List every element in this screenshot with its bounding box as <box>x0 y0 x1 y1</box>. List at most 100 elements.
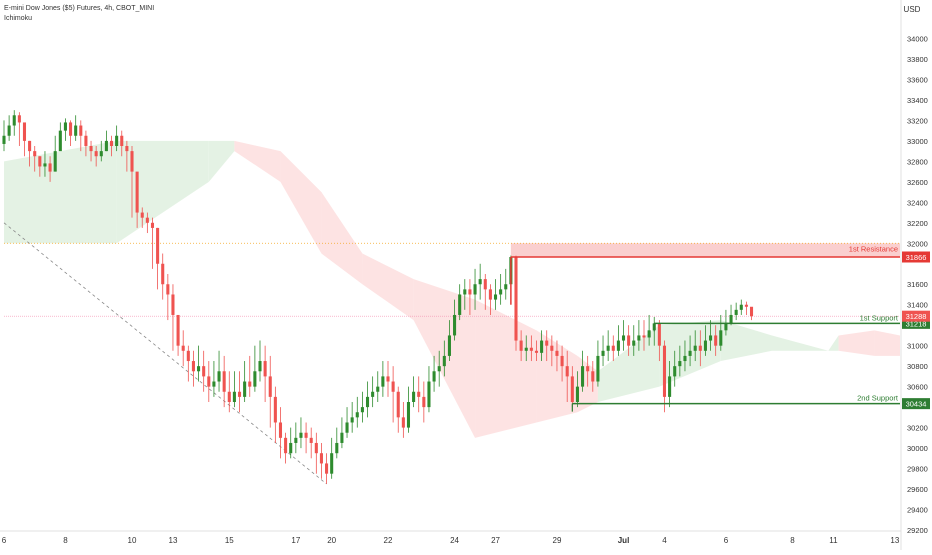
candle <box>493 294 498 300</box>
x-tick-label: Jul <box>618 536 630 545</box>
candle <box>278 422 283 438</box>
candle <box>478 279 482 285</box>
candle <box>79 125 83 136</box>
candle <box>709 335 713 341</box>
candle <box>458 294 462 315</box>
candle <box>17 115 21 123</box>
y-tick-label: 29200 <box>907 526 928 535</box>
candle <box>299 432 303 438</box>
candle <box>74 125 78 136</box>
level-price-tag <box>902 317 930 329</box>
candle <box>632 340 636 346</box>
y-tick-label: 32600 <box>907 178 928 187</box>
candle <box>540 340 544 353</box>
candle <box>606 345 610 351</box>
candle <box>325 463 329 474</box>
candle <box>616 340 620 351</box>
candle <box>401 417 405 428</box>
x-tick-label: 6 <box>2 536 7 545</box>
x-tick-label: 27 <box>491 536 500 545</box>
candle <box>565 366 569 377</box>
candle <box>202 366 206 377</box>
candle <box>125 146 129 152</box>
candle <box>314 442 318 454</box>
x-tick-label: 15 <box>225 536 234 545</box>
candle <box>668 376 672 397</box>
candle <box>304 432 308 438</box>
currency-label: USD <box>904 5 921 14</box>
y-tick-label: 32200 <box>907 219 928 228</box>
x-tick-label: 17 <box>291 536 300 545</box>
ichimoku-cloud-segment <box>475 299 537 438</box>
candle <box>683 355 687 362</box>
candle <box>38 156 42 167</box>
candle <box>130 151 134 172</box>
ichimoku-cloud-segment <box>362 253 414 321</box>
candle <box>104 140 108 152</box>
candle <box>693 345 697 351</box>
level-price-tag <box>902 251 930 263</box>
candle <box>744 304 748 307</box>
candle <box>591 371 595 382</box>
x-tick-label: 8 <box>63 536 68 545</box>
y-tick-label: 34000 <box>907 34 928 43</box>
candle <box>191 361 195 372</box>
candle <box>319 453 323 464</box>
candle <box>386 376 390 382</box>
ichimoku-cloud-segment <box>720 320 772 362</box>
candle <box>739 304 743 310</box>
candle <box>263 361 267 377</box>
candle <box>186 350 190 362</box>
candle <box>135 171 139 213</box>
candle <box>360 407 364 413</box>
candle <box>550 345 554 351</box>
resistance-zone <box>510 243 900 258</box>
x-tick-label: 13 <box>890 536 899 545</box>
candle <box>48 163 52 172</box>
level-price-tag <box>902 398 930 410</box>
candle <box>156 227 160 264</box>
candle <box>422 396 426 408</box>
candle <box>171 294 175 315</box>
candle <box>161 263 165 285</box>
candle <box>253 371 257 387</box>
y-tick-label: 33600 <box>907 75 928 84</box>
candle <box>529 347 533 351</box>
candle <box>627 335 631 346</box>
x-tick-label: 13 <box>169 536 178 545</box>
candle <box>519 340 523 351</box>
trend-line <box>3 222 327 485</box>
candle <box>335 442 339 454</box>
candle <box>688 350 692 356</box>
y-tick-label: 30600 <box>907 383 928 392</box>
current-price-tag <box>902 310 930 322</box>
y-tick-label: 33000 <box>907 137 928 146</box>
candle <box>248 381 252 387</box>
candle <box>69 122 73 136</box>
candle <box>309 437 313 443</box>
y-tick-label: 30200 <box>907 424 928 433</box>
candle <box>7 125 11 136</box>
candle <box>570 376 574 402</box>
y-tick-label: 32000 <box>907 239 928 248</box>
candle <box>181 345 185 351</box>
candle <box>115 135 119 146</box>
x-tick-label: 11 <box>829 536 838 545</box>
y-tick-label: 32400 <box>907 198 928 207</box>
candle <box>621 335 626 341</box>
x-tick-label: 29 <box>553 536 562 545</box>
candle <box>94 151 98 157</box>
candle <box>724 323 728 331</box>
chart-legend: E-mini Dow Jones ($5) Futures, 4h, CBOT_… <box>4 4 154 24</box>
y-tick-label: 31000 <box>907 342 928 351</box>
candle <box>637 335 641 341</box>
candle <box>237 391 242 397</box>
ichimoku-cloud-segment <box>116 140 209 244</box>
candle <box>243 381 247 397</box>
x-tick-label: 22 <box>384 536 393 545</box>
ichimoku-cloud-segment <box>321 192 363 285</box>
candle <box>99 151 103 157</box>
candle <box>289 442 293 454</box>
